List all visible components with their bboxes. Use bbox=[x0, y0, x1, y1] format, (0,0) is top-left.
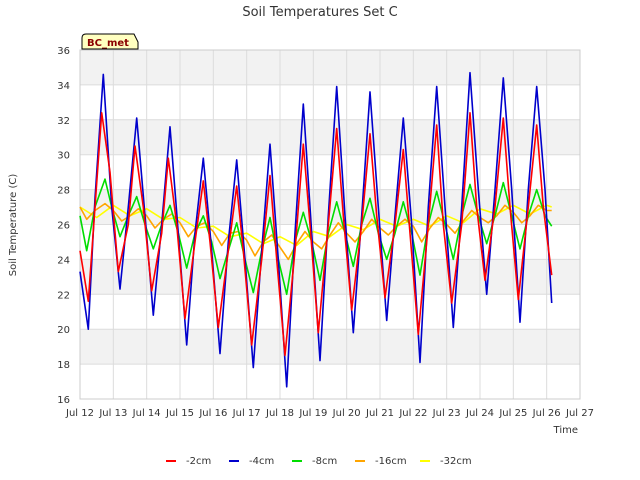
legend-label: -8cm bbox=[312, 456, 337, 467]
legend-label: -2cm bbox=[186, 456, 211, 467]
badge-shape bbox=[81, 33, 139, 50]
x-axis-ticks: Jul 12 Jul 13 Jul 14 Jul 15 Jul 16 Jul 17 Jul … bbox=[65, 408, 594, 419]
plot-band bbox=[80, 329, 580, 365]
chart-title: Soil Temperatures Set C bbox=[242, 5, 397, 20]
x-tick-label: Jul 12 bbox=[65, 408, 94, 419]
series-line-minus-16cm bbox=[79, 202, 552, 261]
y-tick-label: 20 bbox=[57, 325, 70, 336]
x-tick-label: Jul 13 bbox=[98, 408, 127, 419]
x-tick-label: Jul 17 bbox=[232, 408, 261, 419]
x-tick-label: Jul 18 bbox=[265, 408, 294, 419]
y-tick-label: 26 bbox=[57, 221, 70, 232]
plot-border bbox=[79, 49, 581, 400]
y-tick-label: 32 bbox=[57, 116, 70, 127]
legend-item: -32cm bbox=[420, 456, 472, 467]
y-tick-label: 24 bbox=[57, 255, 70, 266]
y-tick-label: 28 bbox=[57, 186, 70, 197]
x-tick-label: Jul 16 bbox=[198, 408, 227, 419]
x-axis-label: Time bbox=[553, 425, 578, 436]
series-line-minus-32cm bbox=[79, 204, 552, 247]
y-axis-label: Soil Temperature (C) bbox=[8, 174, 19, 277]
legend-label: -32cm bbox=[440, 456, 472, 467]
series-line-minus-2cm bbox=[79, 112, 553, 357]
plot-band bbox=[80, 259, 580, 295]
x-tick-label: Jul 14 bbox=[132, 408, 161, 419]
y-axis-ticks: 16 18 20 22 24 26 28 30 32 34 36 bbox=[57, 46, 70, 406]
legend-item: -4cm bbox=[229, 456, 274, 467]
y-tick-label: 34 bbox=[57, 81, 70, 92]
station-badge: BC_met bbox=[81, 33, 139, 50]
y-tick-label: 16 bbox=[57, 395, 70, 406]
series-layer bbox=[79, 71, 553, 388]
legend: -2cm -4cm -8cm -16cm -32cm bbox=[166, 456, 472, 467]
x-tick-label: Jul 22 bbox=[398, 408, 427, 419]
legend-label: -16cm bbox=[375, 456, 407, 467]
x-tick-label: Jul 23 bbox=[432, 408, 461, 419]
x-tick-label: Jul 24 bbox=[465, 408, 494, 419]
x-tick-label: Jul 19 bbox=[298, 408, 327, 419]
x-tick-label: Jul 27 bbox=[565, 408, 594, 419]
legend-item: -2cm bbox=[166, 456, 211, 467]
x-tick-label: Jul 15 bbox=[165, 408, 194, 419]
x-tick-label: Jul 21 bbox=[365, 408, 394, 419]
y-tick-label: 30 bbox=[57, 151, 70, 162]
y-tick-label: 36 bbox=[57, 46, 70, 57]
plot-band bbox=[80, 50, 580, 85]
legend-label: -4cm bbox=[249, 456, 274, 467]
plot-band bbox=[80, 119, 580, 155]
series-line-minus-8cm bbox=[79, 178, 553, 296]
x-tick-label: Jul 26 bbox=[532, 408, 561, 419]
x-tick-label: Jul 20 bbox=[332, 408, 361, 419]
badge-text: BC_met bbox=[87, 38, 129, 49]
y-tick-label: 18 bbox=[57, 360, 70, 371]
legend-item: -16cm bbox=[355, 456, 407, 467]
x-tick-label: Jul 25 bbox=[498, 408, 527, 419]
legend-item: -8cm bbox=[292, 456, 337, 467]
y-tick-label: 22 bbox=[57, 290, 70, 301]
